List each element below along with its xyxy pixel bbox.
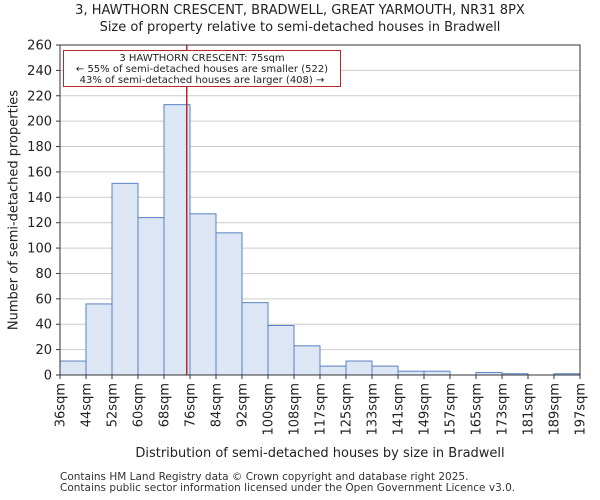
annotation-line1: 3 HAWTHORN CRESCENT: 75sqm <box>119 53 285 64</box>
bar-92sqm <box>241 302 269 376</box>
x-tick-label: 133sqm <box>366 383 381 436</box>
annotation-box: 3 HAWTHORN CRESCENT: 75sqm ← 55% of semi… <box>63 50 341 87</box>
x-tick-label: 181sqm <box>522 383 537 436</box>
histogram-chart: 0 20 40 60 80 100 120 140 160 180 200 220 240 260 36s… <box>7 39 589 462</box>
y-tick-label: 140 <box>27 191 52 206</box>
bar-44sqm <box>85 303 113 376</box>
y-tick-label: 60 <box>35 292 52 307</box>
bar-141sqm <box>397 370 425 376</box>
bar-36sqm <box>59 360 87 376</box>
bar-133sqm <box>371 365 399 376</box>
x-axis-ticks: 36sqm 44sqm 52sqm 60sqm 68sqm 76sqm 84sqm 92sqm… <box>54 375 589 436</box>
x-axis-label: Distribution of semi-detached houses by … <box>135 446 504 461</box>
annotation-line2: ← 55% of semi-detached houses are smalle… <box>75 64 329 75</box>
x-tick-label: 149sqm <box>418 383 433 436</box>
y-tick-label: 40 <box>35 318 52 333</box>
x-tick-label: 141sqm <box>392 383 407 436</box>
annotation-line3: 43% of semi-detached houses are larger (… <box>79 75 325 86</box>
bar-149sqm <box>423 370 451 376</box>
bar-76sqm <box>189 213 217 376</box>
x-tick-label: 36sqm <box>54 383 69 427</box>
y-tick-label: 160 <box>27 165 52 180</box>
x-tick-label: 165sqm <box>470 383 485 436</box>
y-tick-label: 220 <box>27 89 52 104</box>
y-tick-label: 260 <box>27 39 52 54</box>
bar-52sqm <box>111 182 139 376</box>
x-tick-label: 125sqm <box>340 383 355 436</box>
bar-108sqm <box>293 345 321 376</box>
y-tick-label: 80 <box>35 267 52 282</box>
chart-title-line1: 3, HAWTHORN CRESCENT, BRADWELL, GREAT YA… <box>75 3 525 18</box>
footer-line2: Contains public sector information licen… <box>60 482 516 494</box>
bar-68sqm <box>163 104 191 376</box>
x-tick-label: 108sqm <box>288 383 303 436</box>
x-tick-label: 100sqm <box>262 383 277 436</box>
y-axis-label: Number of semi-detached properties <box>7 90 22 330</box>
x-tick-label: 84sqm <box>210 383 225 427</box>
x-tick-label: 52sqm <box>106 383 121 427</box>
y-axis-ticks: 0 20 40 60 80 100 120 140 160 180 200 220 240 260 <box>27 39 60 384</box>
x-tick-label: 44sqm <box>80 383 95 427</box>
chart-title-line2: Size of property relative to semi-detach… <box>99 20 501 35</box>
bars-group <box>59 104 581 376</box>
bar-60sqm <box>137 217 165 376</box>
x-tick-label: 68sqm <box>158 383 173 427</box>
y-tick-label: 100 <box>27 242 52 257</box>
x-tick-label: 76sqm <box>184 383 199 427</box>
x-tick-label: 92sqm <box>236 383 251 427</box>
bar-117sqm <box>319 365 347 376</box>
footer-line1: Contains HM Land Registry data © Crown c… <box>60 471 469 483</box>
bar-125sqm <box>345 360 373 376</box>
x-tick-label: 60sqm <box>132 383 147 427</box>
y-tick-label: 120 <box>27 216 52 231</box>
bar-100sqm <box>267 325 295 376</box>
y-tick-label: 20 <box>35 343 52 358</box>
x-tick-label: 157sqm <box>444 383 459 436</box>
x-tick-label: 189sqm <box>548 383 563 436</box>
x-tick-label: 173sqm <box>496 383 511 436</box>
x-tick-label: 117sqm <box>314 383 329 436</box>
y-tick-label: 200 <box>27 115 52 130</box>
y-tick-label: 180 <box>27 140 52 155</box>
y-tick-label: 0 <box>44 369 52 384</box>
bar-84sqm <box>215 232 243 376</box>
plot-frame <box>59 44 581 376</box>
y-tick-label: 240 <box>27 64 52 79</box>
x-tick-label: 197sqm <box>574 383 589 436</box>
